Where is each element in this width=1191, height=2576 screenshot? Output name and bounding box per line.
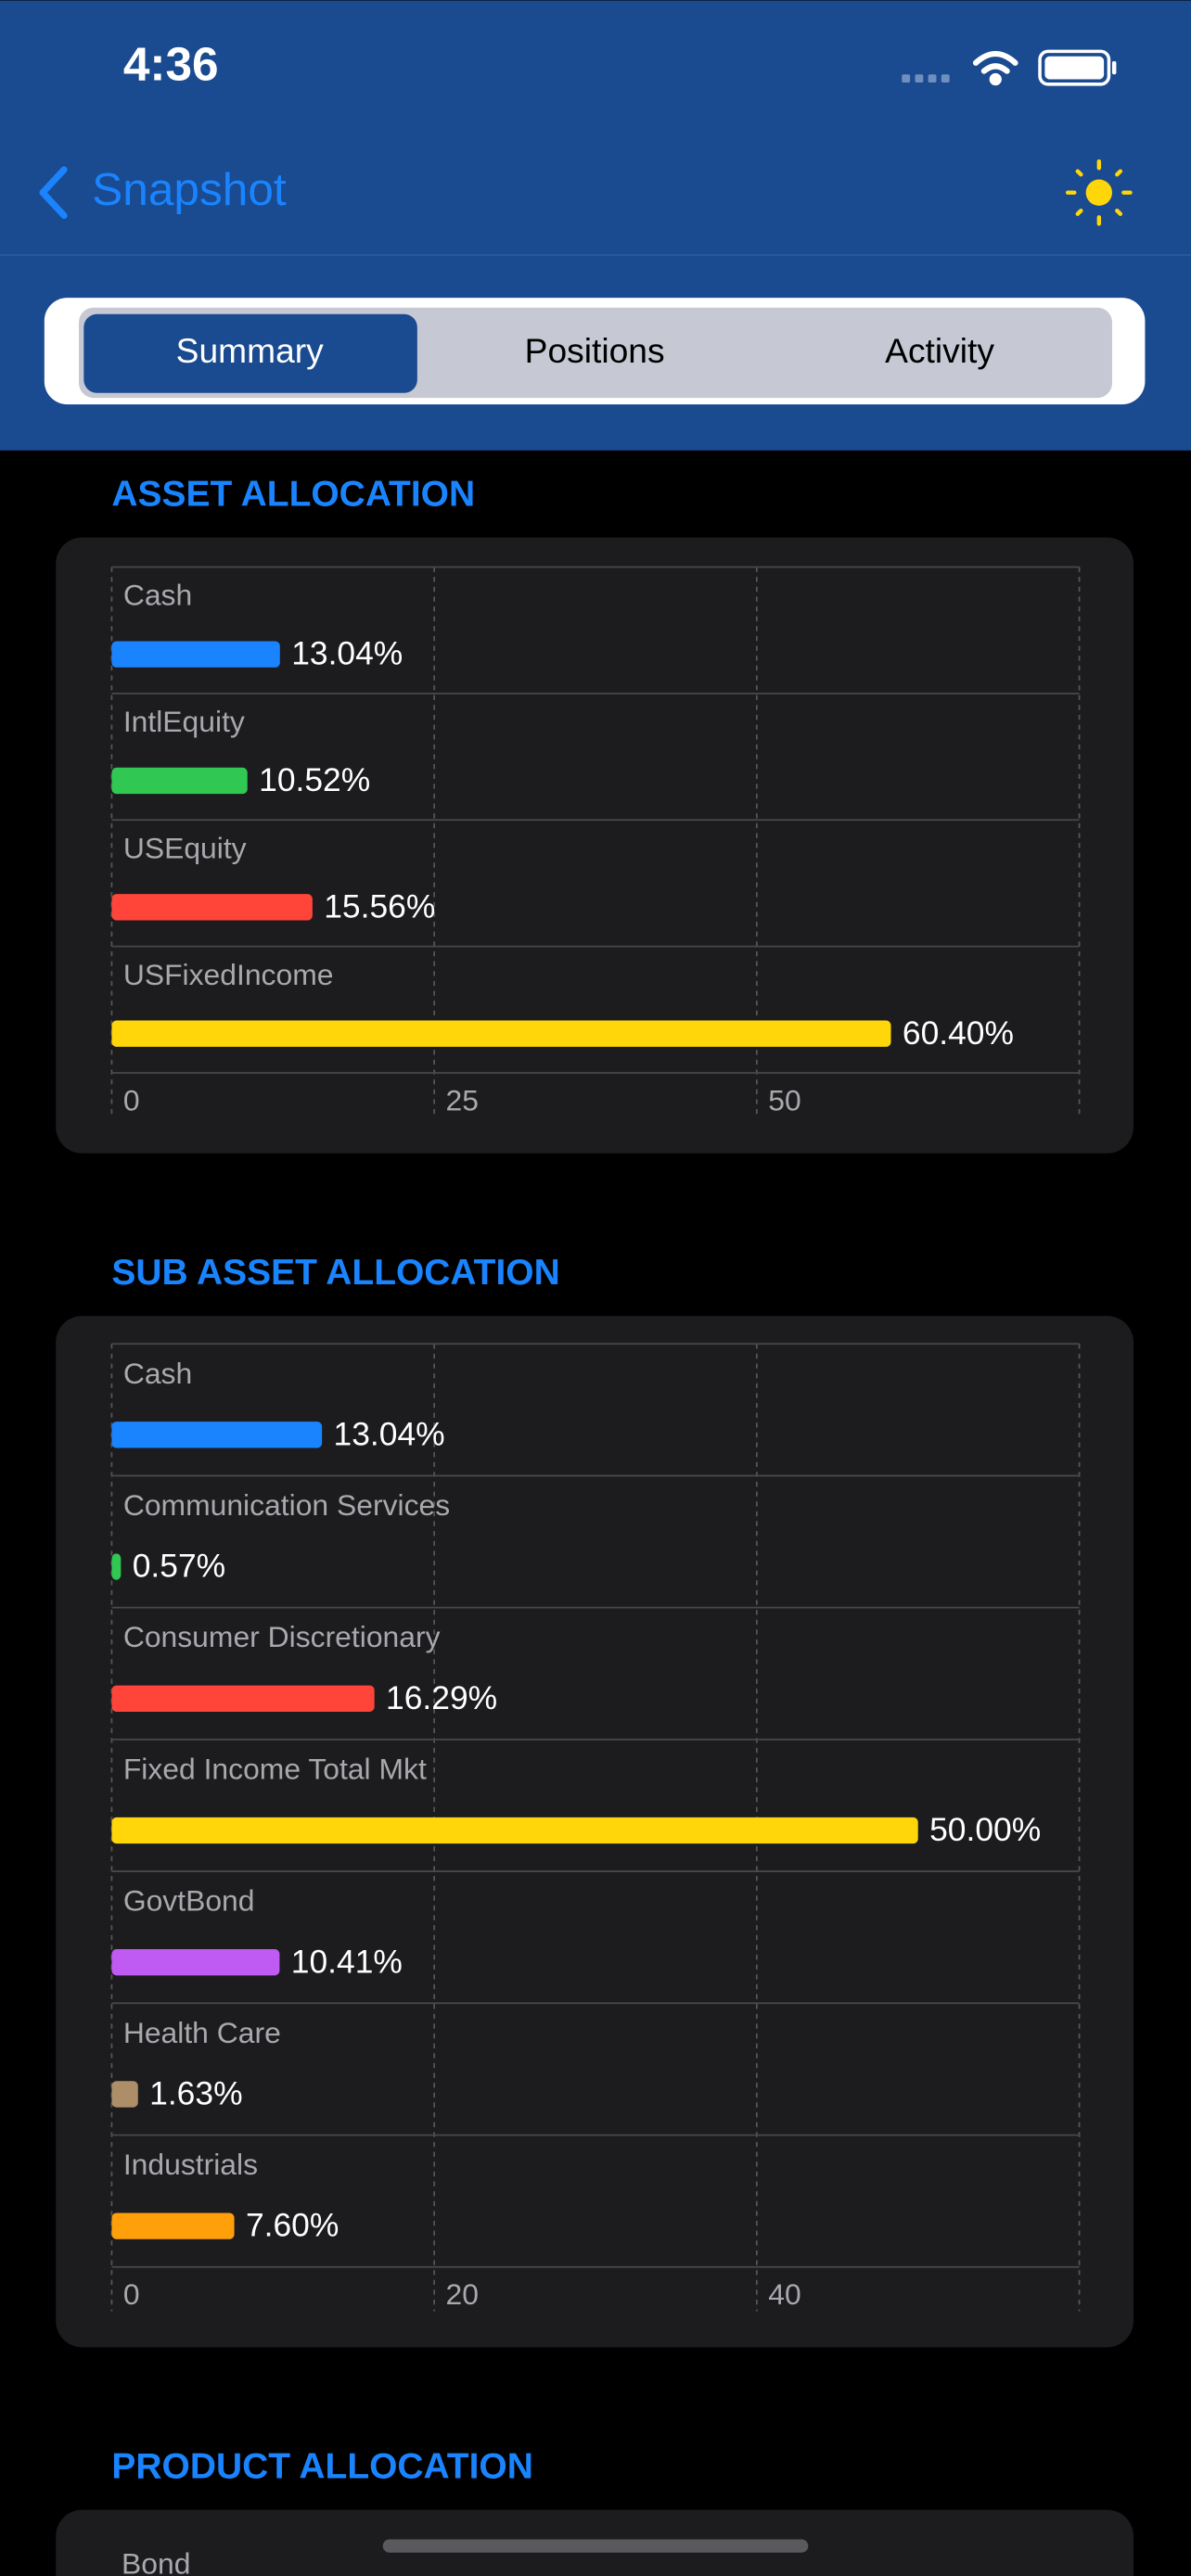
back-button[interactable]: Snapshot bbox=[92, 163, 287, 215]
tab[interactable]: Activity bbox=[885, 331, 994, 370]
category-label: Communication Services bbox=[123, 1488, 450, 1522]
bar bbox=[111, 2213, 235, 2239]
category-label: Consumer Discretionary bbox=[123, 1620, 441, 1653]
x-tick-label: 0 bbox=[123, 2277, 140, 2311]
value-label: 0.57% bbox=[133, 1548, 225, 1585]
tab[interactable]: Summary bbox=[176, 331, 325, 370]
bar bbox=[111, 641, 280, 668]
segment-selected bbox=[83, 313, 417, 393]
bar bbox=[111, 1422, 323, 1448]
signal bbox=[902, 74, 950, 83]
bar bbox=[111, 894, 313, 921]
value-label: 10.52% bbox=[259, 761, 370, 798]
home-indicator bbox=[382, 2539, 809, 2553]
value-label: 1.63% bbox=[149, 2075, 242, 2112]
category-label: Health Care bbox=[123, 2016, 281, 2049]
bar bbox=[111, 767, 248, 795]
value-label: 15.56% bbox=[324, 887, 435, 925]
back-chevron[interactable] bbox=[39, 166, 68, 220]
wifi bbox=[972, 50, 1018, 86]
theme-toggle[interactable] bbox=[1065, 159, 1133, 226]
value-label: 7.60% bbox=[246, 2207, 339, 2244]
value-label: 13.04% bbox=[291, 635, 403, 672]
section-title: SUB ASSET ALLOCATION bbox=[111, 1253, 559, 1293]
x-tick-label: 40 bbox=[768, 2277, 800, 2311]
x-tick-label: 50 bbox=[768, 1083, 800, 1116]
battery bbox=[1038, 49, 1117, 86]
value-label: 50.00% bbox=[929, 1811, 1041, 1848]
value-label: 10.41% bbox=[291, 1943, 403, 1980]
category-label: USFixedIncome bbox=[123, 958, 334, 991]
value-label: 13.04% bbox=[334, 1415, 445, 1452]
x-tick-label: 0 bbox=[123, 1083, 140, 1116]
bar bbox=[111, 1553, 122, 1580]
value-label: 60.40% bbox=[903, 1014, 1014, 1052]
bar bbox=[111, 1020, 891, 1047]
category-label: GovtBond bbox=[123, 1884, 255, 1918]
category-label: Fixed Income Total Mkt bbox=[123, 1752, 427, 1785]
bar bbox=[111, 1685, 375, 1712]
card bbox=[56, 537, 1134, 1154]
category-label: Industrials bbox=[123, 2148, 258, 2181]
category-label: Cash bbox=[123, 1357, 192, 1390]
category-label: USEquity bbox=[123, 831, 247, 864]
bar bbox=[111, 1817, 918, 1844]
category-label: Bond bbox=[122, 2546, 190, 2576]
tab[interactable]: Positions bbox=[525, 331, 665, 370]
section-title: PRODUCT ALLOCATION bbox=[111, 2447, 532, 2487]
status-time: 4:36 bbox=[123, 38, 219, 91]
x-tick-label: 25 bbox=[446, 1083, 479, 1116]
section-title: ASSET ALLOCATION bbox=[111, 475, 475, 515]
category-label: IntlEquity bbox=[123, 705, 245, 738]
value-label: 16.29% bbox=[386, 1679, 497, 1716]
category-label: Cash bbox=[123, 579, 192, 612]
bar bbox=[111, 1949, 280, 1976]
x-tick-label: 20 bbox=[446, 2277, 479, 2311]
bar bbox=[111, 2081, 138, 2108]
